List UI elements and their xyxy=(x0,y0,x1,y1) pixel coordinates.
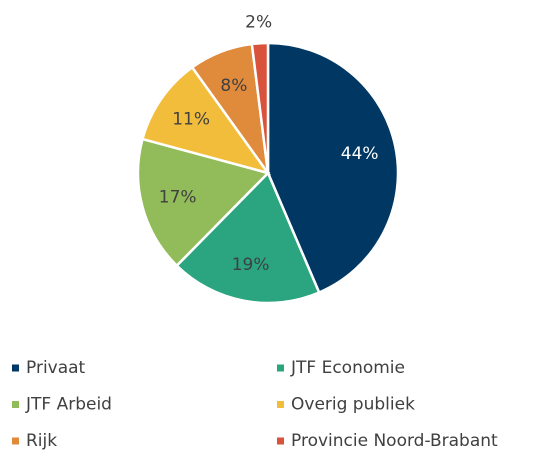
pie-slice xyxy=(175,170,321,305)
legend-swatch xyxy=(12,364,19,372)
legend-label: JTF Economie xyxy=(290,358,405,378)
pie-slice xyxy=(250,41,270,174)
legend-label: JTF Arbeid xyxy=(25,395,112,415)
legend-swatch xyxy=(277,437,284,445)
data-label: 17% xyxy=(159,187,197,207)
legend-label: Rijk xyxy=(26,431,57,450)
data-label: 8% xyxy=(220,76,247,96)
legend-swatch xyxy=(12,401,19,408)
pie-slice xyxy=(140,65,272,176)
pie-slice xyxy=(136,137,271,268)
legend-swatch xyxy=(277,401,284,408)
data-label: 2% xyxy=(245,12,272,32)
legend-swatch xyxy=(12,437,19,445)
data-label: 44% xyxy=(341,144,379,164)
legend-label: Privaat xyxy=(26,358,86,378)
pie-slice xyxy=(266,41,400,295)
legend-label: Provincie Noord-Brabant xyxy=(291,431,498,450)
legend-label: Overig publiek xyxy=(291,395,415,415)
data-label: 19% xyxy=(232,255,270,275)
legend-swatch xyxy=(277,364,284,372)
data-label: 11% xyxy=(172,110,210,130)
